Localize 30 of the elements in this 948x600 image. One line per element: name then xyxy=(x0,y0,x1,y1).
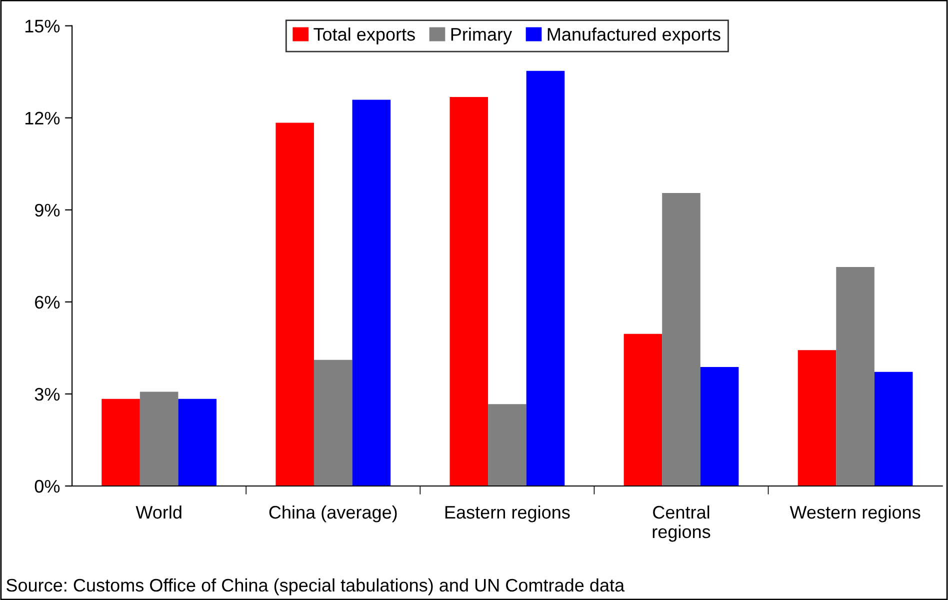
y-tick-label: 6% xyxy=(35,296,60,309)
bar xyxy=(178,398,217,486)
bar xyxy=(488,404,526,486)
bar xyxy=(526,70,565,486)
bar xyxy=(314,360,352,486)
bar xyxy=(798,350,836,486)
y-tick-label: 15% xyxy=(25,20,60,33)
source-note: Source: Customs Office of China (special tabulations) and UN Comtrade data xyxy=(6,578,625,596)
x-tick-label: Western regions xyxy=(790,505,920,522)
bar xyxy=(276,122,314,486)
y-tick-label: 3% xyxy=(34,388,60,401)
bar xyxy=(352,100,391,486)
bar xyxy=(624,334,662,486)
legend-label: Manufactured exports xyxy=(548,28,720,44)
x-tick-label: Central regions xyxy=(652,505,710,542)
y-tick-label: 12% xyxy=(25,112,60,124)
bar xyxy=(662,193,700,486)
bar xyxy=(102,398,140,486)
bar xyxy=(700,366,739,486)
x-tick-label: World xyxy=(136,505,182,519)
legend-label: Total exports xyxy=(314,28,415,44)
x-tick-label: China (average) xyxy=(269,505,397,522)
bar xyxy=(874,372,913,486)
legend-label: Primary xyxy=(451,28,512,44)
bar xyxy=(836,266,874,486)
y-tick-label: 0% xyxy=(34,480,60,493)
y-tick-label: 9% xyxy=(34,204,60,217)
bar xyxy=(450,96,488,486)
x-tick-label: Eastern regions xyxy=(445,505,570,522)
bar xyxy=(140,392,178,486)
